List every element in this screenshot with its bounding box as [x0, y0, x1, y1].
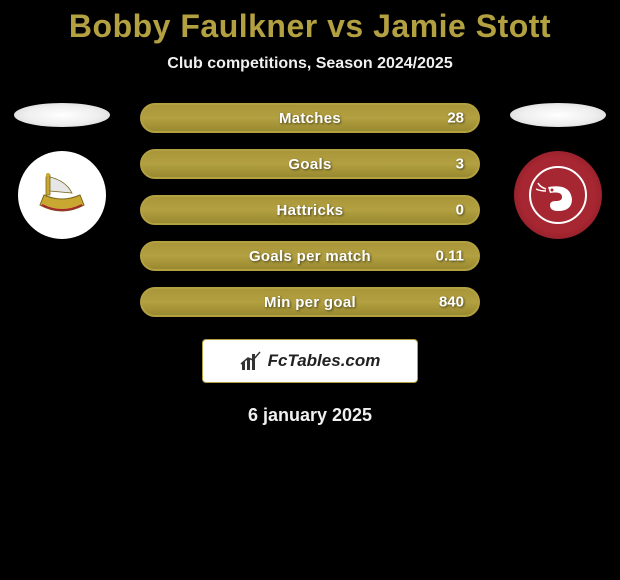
stat-value: 3	[456, 156, 464, 173]
right-ellipse-badge	[510, 103, 606, 127]
stat-value: 0.11	[436, 248, 464, 265]
page-subtitle: Club competitions, Season 2024/2025	[0, 55, 620, 73]
stat-row-goals-per-match: Goals per match 0.11	[140, 241, 480, 271]
left-club-crest	[18, 151, 106, 239]
page-title: Bobby Faulkner vs Jamie Stott	[0, 8, 620, 45]
left-player-col	[12, 103, 112, 239]
stat-value: 0	[456, 202, 464, 219]
stat-label: Goals per match	[249, 248, 371, 265]
right-player-col	[508, 103, 608, 239]
stat-value: 28	[447, 110, 464, 127]
infographic-root: Bobby Faulkner vs Jamie Stott Club compe…	[0, 0, 620, 426]
infographic-date: 6 january 2025	[0, 405, 620, 426]
right-club-crest	[514, 151, 602, 239]
left-ellipse-badge	[14, 103, 110, 127]
source-logo-text: FcTables.com	[268, 351, 381, 371]
stats-area: Matches 28 Goals 3 Hattricks 0 Goals per…	[0, 103, 620, 317]
stat-row-matches: Matches 28	[140, 103, 480, 133]
bar-chart-icon	[240, 350, 262, 372]
stat-label: Min per goal	[264, 294, 356, 311]
stat-row-hattricks: Hattricks 0	[140, 195, 480, 225]
stat-row-min-per-goal: Min per goal 840	[140, 287, 480, 317]
stats-column: Matches 28 Goals 3 Hattricks 0 Goals per…	[140, 103, 480, 317]
stat-label: Goals	[288, 156, 331, 173]
stat-label: Matches	[279, 110, 341, 127]
stat-label: Hattricks	[277, 202, 344, 219]
shrimp-icon	[528, 165, 588, 225]
stat-row-goals: Goals 3	[140, 149, 480, 179]
viking-ship-icon	[32, 165, 92, 225]
stat-value: 840	[439, 294, 464, 311]
source-logo-box: FcTables.com	[202, 339, 418, 383]
